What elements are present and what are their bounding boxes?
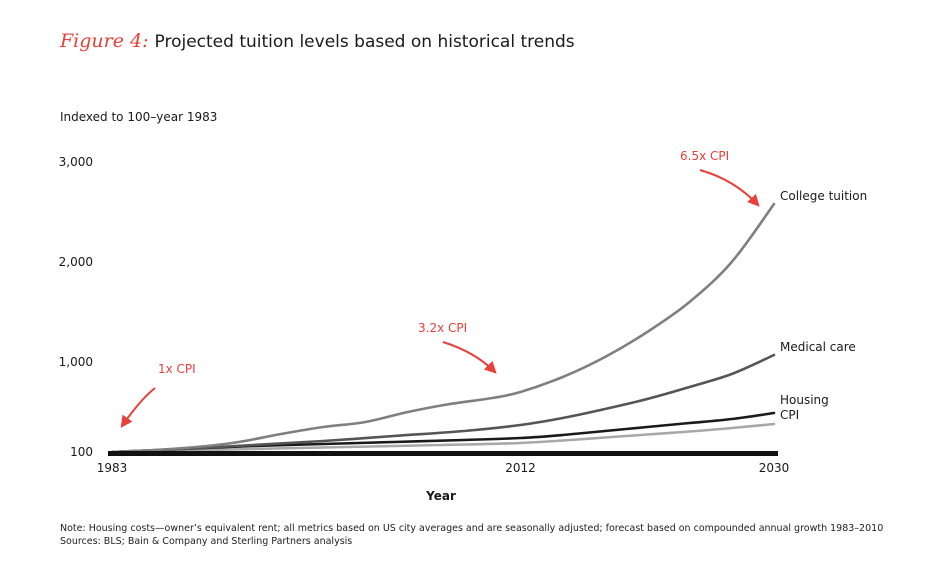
y-axis-label: Indexed to 100–year 1983 bbox=[60, 110, 218, 124]
y-tick-label: 100 bbox=[70, 445, 93, 459]
x-axis-label: Year bbox=[425, 489, 456, 503]
series-label: College tuition bbox=[780, 189, 867, 203]
footnotes: Note: Housing costs—owner’s equivalent r… bbox=[60, 522, 883, 548]
annotation-label: 1x CPI bbox=[158, 362, 196, 376]
y-tick-label: 3,000 bbox=[59, 155, 93, 169]
annotation-arrow bbox=[120, 387, 156, 428]
annotation-label: 3.2x CPI bbox=[418, 321, 467, 335]
series-line-medical-care bbox=[110, 353, 776, 454]
line-chart: 100 1,000 2,000 3,000 1983 2012 2030 Year Col… bbox=[59, 149, 868, 503]
footnote-note: Note: Housing costs—owner’s equivalent r… bbox=[60, 523, 884, 534]
footnote-sources: Sources: BLS; Bain & Company and Sterlin… bbox=[60, 536, 353, 547]
series-line-college-tuition bbox=[110, 202, 776, 454]
series-label: Housing bbox=[780, 393, 829, 407]
series-label: CPI bbox=[780, 408, 799, 422]
x-tick-label: 2030 bbox=[759, 461, 790, 475]
x-tick-label: 1983 bbox=[97, 461, 128, 475]
figure-label: Figure 4: bbox=[60, 30, 149, 52]
figure-title: Figure 4: Projected tuition levels based … bbox=[60, 30, 575, 52]
x-tick-label: 2012 bbox=[505, 461, 536, 475]
y-tick-label: 1,000 bbox=[59, 355, 93, 369]
x-axis-baseline bbox=[108, 451, 778, 456]
annotation-label: 6.5x CPI bbox=[680, 149, 729, 163]
annotation-arrow bbox=[699, 169, 760, 207]
figure-title-text: Projected tuition levels based on histor… bbox=[154, 32, 575, 52]
y-tick-label: 2,000 bbox=[59, 255, 93, 269]
series-line-cpi bbox=[110, 422, 776, 454]
annotation-arrow bbox=[442, 341, 497, 374]
series-label: Medical care bbox=[780, 340, 856, 354]
